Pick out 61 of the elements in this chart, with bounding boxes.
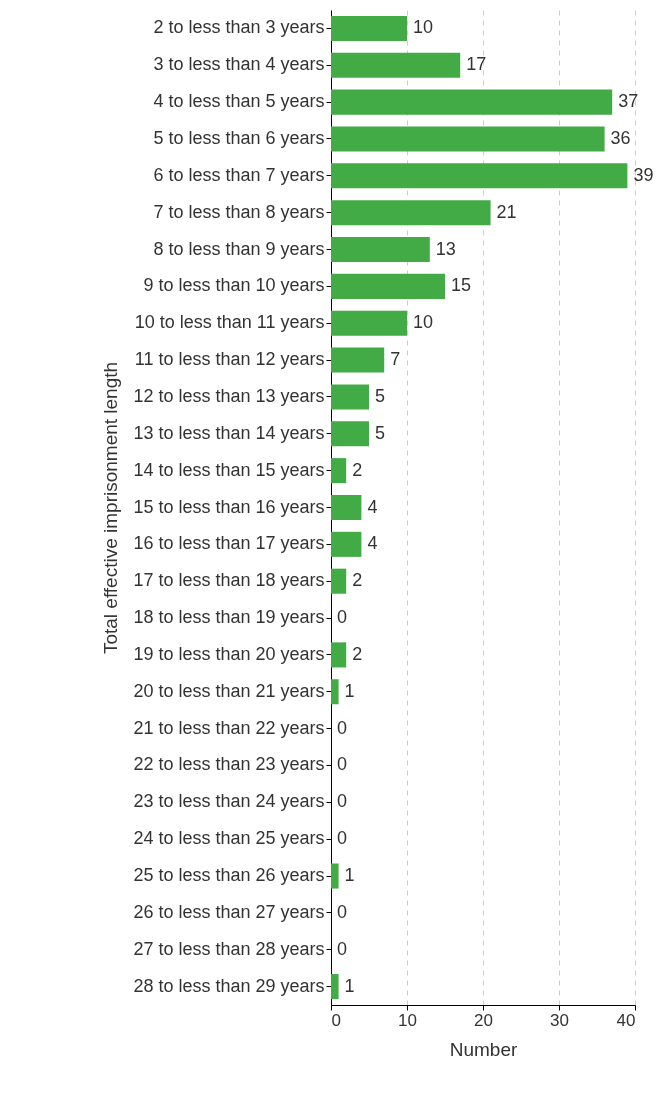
y-tick-label: 20 to less than 21 years [133,680,325,701]
y-tick-label: 15 to less than 16 years [133,496,325,517]
y-tick-label: 28 to less than 29 years [133,975,325,996]
y-tick-label: 19 to less than 20 years [133,643,325,664]
data-label: 2 [352,459,363,480]
data-label: 0 [337,791,348,812]
data-label: 0 [337,717,348,738]
data-label: 0 [337,938,348,959]
y-tick-label: 12 to less than 13 years [133,385,325,406]
data-label: 2 [352,570,363,591]
data-label: 13 [435,238,456,259]
data-label: 0 [337,607,348,628]
data-label: 10 [413,17,434,38]
data-label: 0 [337,828,348,849]
data-label: 10 [413,312,434,333]
data-label: 2 [352,643,363,664]
x-tick-label: 10 [398,1010,417,1030]
x-axis-title: Number [449,1038,518,1060]
data-label: 4 [367,496,378,517]
y-tick-label: 11 to less than 12 years [134,349,325,370]
x-tick-label: 40 [616,1010,636,1030]
y-tick-label: 21 to less than 22 years [133,717,325,738]
y-tick-label: 18 to less than 19 years [133,607,325,628]
data-label: 1 [344,865,355,886]
y-tick-label: 25 to less than 26 years [133,865,325,886]
y-tick-label: 8 to less than 9 years [153,238,325,259]
data-label: 15 [451,275,472,296]
y-tick-label: 4 to less than 5 years [153,91,325,112]
y-tick-label: 24 to less than 25 years [133,828,325,849]
y-tick-label: 27 to less than 28 years [133,938,325,959]
data-label: 21 [496,201,517,222]
y-tick-label: 7 to less than 8 years [153,201,325,222]
y-tick-label: 10 to less than 11 years [134,312,325,333]
x-tick-label: 30 [550,1010,569,1030]
data-label: 36 [610,127,631,148]
y-tick-label: 6 to less than 7 years [153,164,325,185]
x-tick-label: 0 [331,1010,341,1030]
data-label: 7 [390,349,401,370]
data-label: 0 [337,901,348,922]
y-tick-label: 5 to less than 6 years [153,127,325,148]
y-tick-label: 2 to less than 3 years [153,17,325,38]
y-tick-label: 13 to less than 14 years [133,422,325,443]
data-label: 0 [337,754,348,775]
data-label: 4 [367,533,378,554]
x-tick-label: 20 [474,1010,493,1030]
y-tick-label: 26 to less than 27 years [133,901,325,922]
y-tick-label: 22 to less than 23 years [133,754,325,775]
data-label: 1 [344,975,355,996]
y-tick-label: 16 to less than 17 years [133,533,325,554]
y-tick-label: 17 to less than 18 years [133,570,325,591]
data-label: 17 [466,54,487,75]
data-label: 39 [633,164,654,185]
data-label: 37 [618,91,639,112]
y-tick-label: 23 to less than 24 years [133,791,325,812]
y-tick-label: 14 to less than 15 years [133,459,325,480]
y-axis-title: Total effective imprisonment length [100,361,122,655]
y-tick-label: 3 to less than 4 years [153,54,325,75]
data-label: 1 [344,680,355,701]
data-label: 5 [375,385,386,406]
data-label: 5 [375,422,386,443]
y-tick-label: 9 to less than 10 years [143,275,325,296]
